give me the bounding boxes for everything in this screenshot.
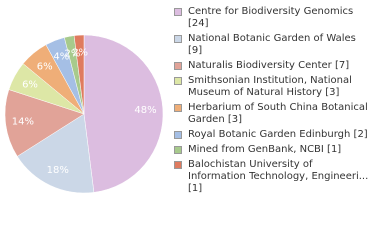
legend-label: Balochistan University of Information Te… (188, 159, 369, 194)
pie-slice (4, 89, 85, 157)
legend-swatch (174, 62, 182, 70)
legend-item: Herbarium of South China Botanical Garde… (172, 102, 372, 126)
legend: Centre for Biodiversity Genomics [24] Nat… (172, 6, 372, 198)
legend-label: Naturalis Biodiversity Center [7] (188, 60, 350, 71)
slice-label: 48% (134, 105, 156, 116)
pie-slice (16, 113, 95, 194)
legend-item: National Botanic Garden of Wales [9] (172, 33, 372, 57)
legend-swatch (174, 131, 182, 139)
legend-item: Smithsonian Institution, National Museum… (172, 75, 372, 99)
legend-swatch (174, 8, 182, 16)
legend-swatch (174, 104, 182, 112)
slice-label: 2% (72, 48, 88, 59)
legend-label: National Botanic Garden of Wales [9] (188, 33, 356, 56)
legend-item: Royal Botanic Garden Edinburgh [2] (172, 129, 372, 141)
legend-label: Centre for Biodiversity Genomics [24] (188, 6, 354, 29)
slice-label: 18% (47, 165, 69, 176)
legend-label: Smithsonian Institution, National Museum… (188, 75, 352, 98)
legend-label: Mined from GenBank, NCBI [1] (188, 144, 342, 155)
legend-item: Mined from GenBank, NCBI [1] (172, 144, 372, 156)
slice-label: 6% (37, 62, 53, 73)
legend-item: Balochistan University of Information Te… (172, 159, 372, 195)
legend-swatch (174, 146, 182, 154)
pie-slice (73, 34, 85, 115)
legend-swatch (174, 35, 182, 43)
legend-swatch (174, 77, 182, 85)
slice-label: 4% (53, 52, 69, 63)
slice-label: 14% (12, 117, 34, 128)
legend-label: Royal Botanic Garden Edinburgh [2] (188, 129, 368, 140)
legend-item: Centre for Biodiversity Genomics [24] (172, 6, 372, 30)
legend-label: Herbarium of South China Botanical Garde… (188, 102, 368, 125)
pie-chart: 48%18%14%6%6%4%2%2% (4, 34, 164, 194)
slice-label: 6% (22, 79, 38, 90)
legend-swatch (174, 161, 182, 169)
legend-item: Naturalis Biodiversity Center [7] (172, 60, 372, 72)
pie-slice (83, 34, 164, 193)
slice-label: 2% (65, 48, 81, 59)
